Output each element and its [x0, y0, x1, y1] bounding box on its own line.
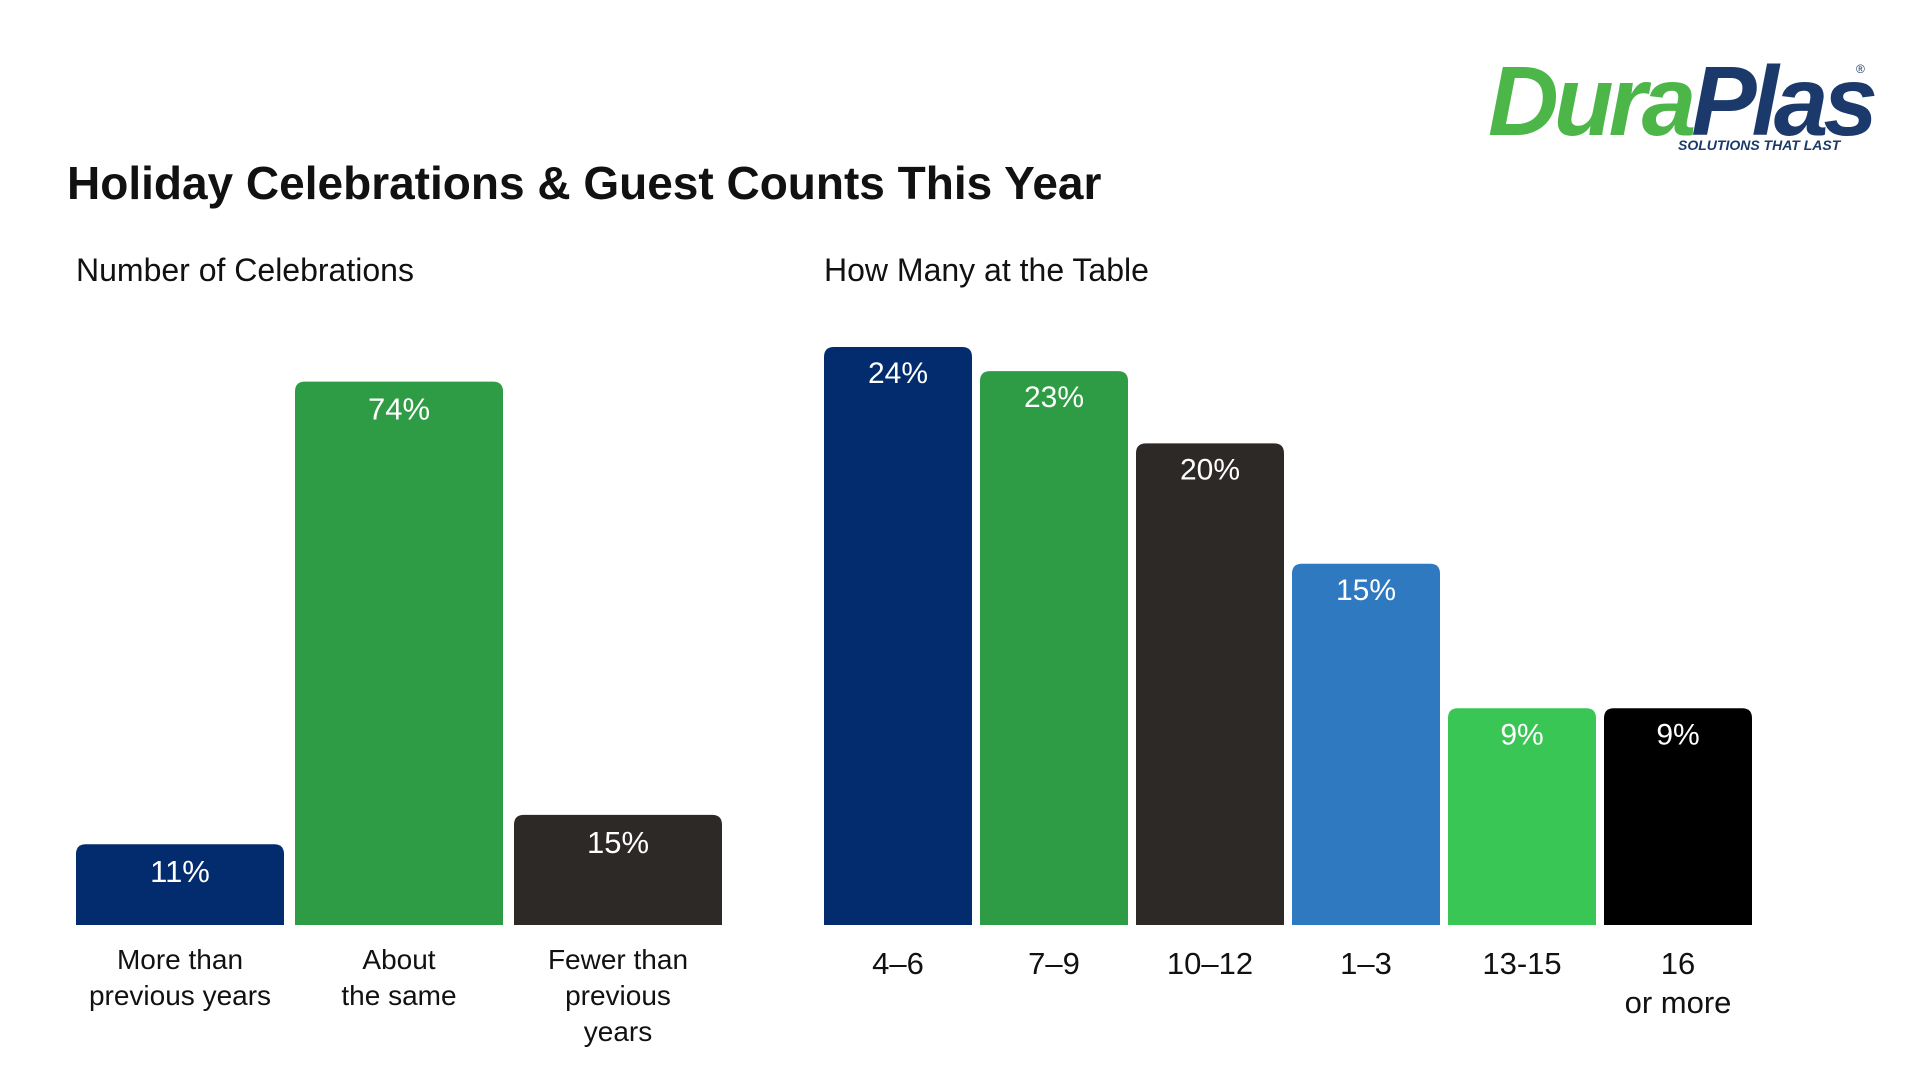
data-label-5: 9%	[1500, 718, 1543, 751]
category-label-line: 16	[1661, 946, 1695, 981]
chart-number-of-celebrations: Number of Celebrations 11% More than previo…	[76, 252, 722, 1047]
category-label-line: 4–6	[872, 946, 924, 981]
bar-4	[1292, 563, 1440, 925]
category-label-line: More than	[117, 944, 243, 975]
category-label-line: previous years	[89, 980, 271, 1011]
category-label-4: 1–3	[1340, 946, 1392, 981]
data-label-4: 15%	[1336, 574, 1396, 607]
duraplas-logo: DuraPlas ® SOLUTIONS THAT LAST	[1488, 52, 1878, 162]
category-label-line: 7–9	[1028, 946, 1080, 981]
category-label-2: 7–9	[1028, 946, 1080, 981]
bar-6	[1604, 708, 1752, 925]
logo-word-dura: Dura	[1488, 46, 1696, 156]
category-label-line: the same	[341, 980, 456, 1011]
category-label-line: About	[362, 944, 435, 975]
chart-title: Number of Celebrations	[76, 252, 414, 288]
category-label-line: years	[584, 1016, 652, 1047]
category-label-line: or more	[1625, 985, 1732, 1020]
chart-how-many-at-table: How Many at the Table 24% 4–6 23% 7–9 20% 10–1…	[824, 252, 1752, 1020]
bar-1	[824, 347, 972, 925]
category-label-line: 10–12	[1167, 946, 1253, 981]
page-title: Holiday Celebrations & Guest Counts This…	[67, 157, 1102, 209]
data-label-1: 11%	[150, 854, 210, 889]
logo-tagline: SOLUTIONS THAT LAST	[1678, 137, 1841, 153]
logo-wordmark: DuraPlas	[1488, 52, 1878, 150]
data-label-3: 15%	[587, 825, 649, 860]
category-label-3: 10–12	[1167, 946, 1253, 981]
category-label-1: More than previous years	[89, 944, 271, 1011]
bar-3	[1136, 443, 1284, 925]
category-label-2: About the same	[341, 944, 456, 1011]
category-label-1: 4–6	[872, 946, 924, 981]
category-label-6: 16 or more	[1625, 946, 1732, 1020]
data-label-3: 20%	[1180, 453, 1240, 486]
category-label-line: 1–3	[1340, 946, 1392, 981]
category-label-3: Fewer than previous years	[548, 944, 688, 1047]
category-label-line: previous	[565, 980, 671, 1011]
category-label-line: 13-15	[1482, 946, 1561, 981]
category-label-5: 13-15	[1482, 946, 1561, 981]
chart-title: How Many at the Table	[824, 252, 1149, 288]
bar-2	[980, 371, 1128, 925]
data-label-2: 74%	[368, 392, 430, 427]
data-label-2: 23%	[1024, 381, 1084, 414]
bar-5	[1448, 708, 1596, 925]
data-label-1: 24%	[868, 357, 928, 390]
logo-word-plas: Plas	[1691, 46, 1878, 156]
category-label-line: Fewer than	[548, 944, 688, 975]
data-label-6: 9%	[1656, 718, 1699, 751]
bar-3	[514, 814, 722, 925]
registered-mark: ®	[1856, 62, 1865, 76]
bar-2	[295, 381, 503, 925]
bar-1	[76, 844, 284, 925]
